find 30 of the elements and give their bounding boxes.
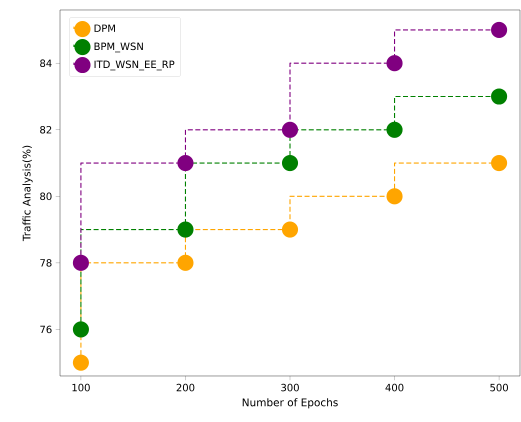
point xyxy=(282,154,298,172)
point xyxy=(282,122,298,138)
x-axis-title: Number of Epochs xyxy=(242,398,338,408)
legend-label: ITD_WSN_EE_RP xyxy=(94,60,174,70)
y-tick-label: 78 xyxy=(40,259,52,267)
point xyxy=(177,222,194,238)
point xyxy=(177,254,194,271)
y-tick-label: 80 xyxy=(40,192,52,200)
x-tick-label: 300 xyxy=(281,384,299,392)
point xyxy=(386,122,403,138)
legend-label: BPM_WSN xyxy=(94,42,143,52)
point xyxy=(282,222,298,238)
point xyxy=(72,321,89,338)
y-tick-label: 84 xyxy=(40,59,52,68)
point xyxy=(491,22,508,38)
point xyxy=(386,188,403,204)
x-tick-label: 200 xyxy=(176,384,194,392)
x-tick-label: 400 xyxy=(385,384,404,392)
y-tick-label: 76 xyxy=(40,326,52,334)
point xyxy=(386,55,403,72)
legend-label: DPM xyxy=(94,24,115,32)
x-tick-label: 100 xyxy=(72,384,90,392)
point xyxy=(177,154,194,172)
point xyxy=(72,354,89,371)
point xyxy=(491,154,508,172)
y-tick-label: 82 xyxy=(40,126,52,134)
x-tick-label: 500 xyxy=(490,384,508,392)
y-axis-title: Traffic Analysis(%) xyxy=(22,146,33,242)
point xyxy=(491,88,508,105)
point xyxy=(72,254,89,271)
